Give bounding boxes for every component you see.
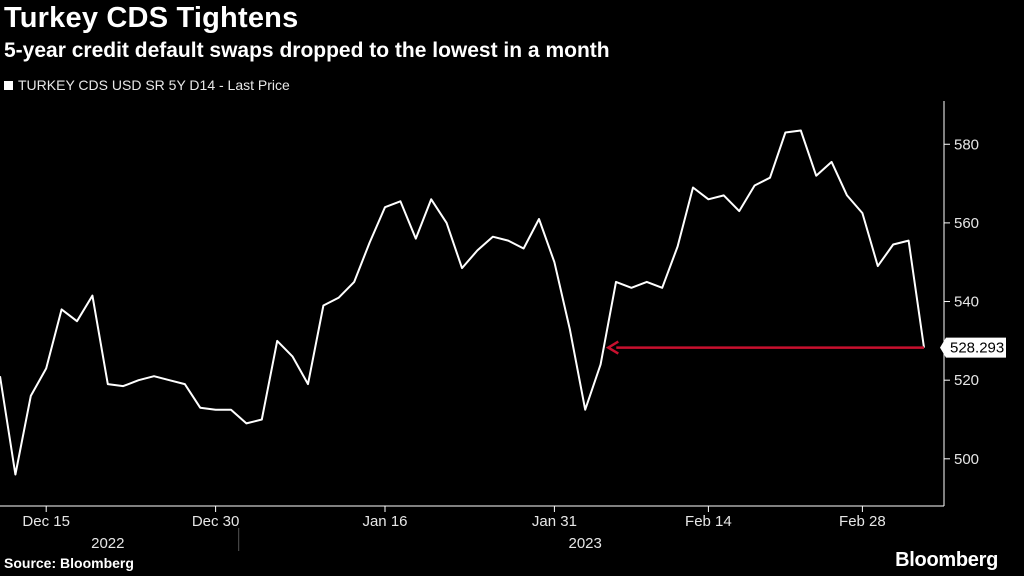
annotation-arrowhead [605,340,619,355]
brand-logo: Bloomberg [895,549,998,571]
x-tick-label: Dec 15 [22,513,70,530]
last-value-label: 528.293 [950,340,1004,357]
x-tick-label: Feb 14 [685,513,732,530]
y-tick-label: 560 [954,215,979,232]
last-value-box [940,337,1006,358]
legend-label: TURKEY CDS USD SR 5Y D14 - Last Price [18,77,290,93]
x-tick-label: Jan 16 [362,513,407,530]
x-tick-label: Jan 31 [532,513,577,530]
y-tick-label: 580 [954,136,979,153]
y-tick-label: 500 [954,451,979,468]
chart-subtitle: 5-year credit default swaps dropped to t… [4,39,610,62]
year-label: 2022 [91,535,124,552]
x-tick-label: Feb 28 [839,513,886,530]
y-tick-label: 520 [954,372,979,389]
x-tick-label: Dec 30 [192,513,240,530]
source-note: Source: Bloomberg [4,555,134,571]
legend-swatch [4,80,13,90]
chart-title: Turkey CDS Tightens [4,2,299,34]
series-line [0,129,925,476]
y-tick-label: 540 [954,294,979,311]
legend: TURKEY CDS USD SR 5Y D14 - Last Price [4,77,290,93]
year-label: 2023 [569,535,602,552]
